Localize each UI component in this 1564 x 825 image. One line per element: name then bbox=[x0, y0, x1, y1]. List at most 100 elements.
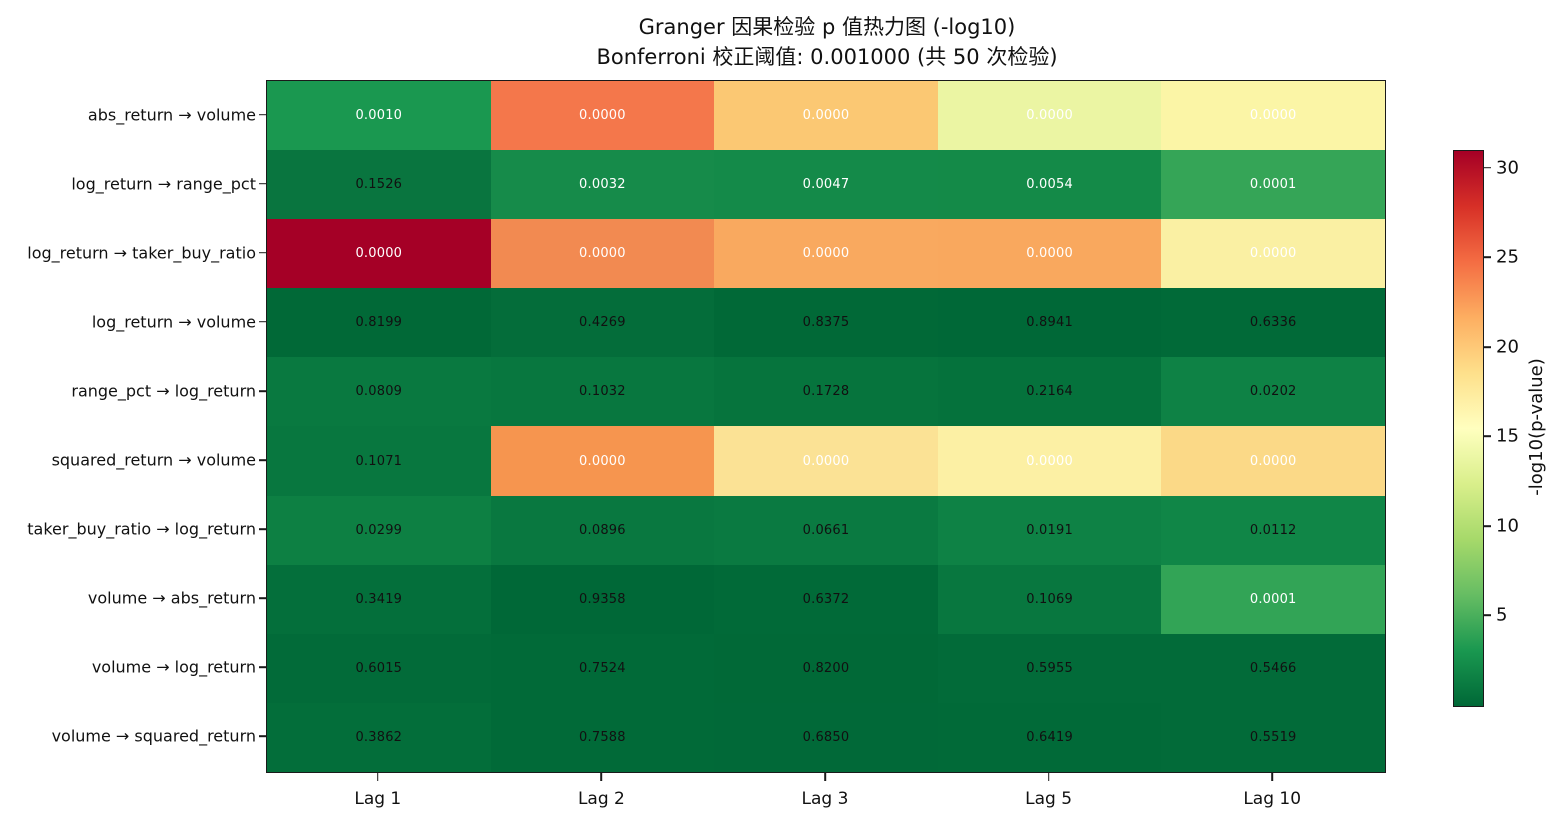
y-axis-tick bbox=[259, 251, 267, 254]
y-axis-label: range_pct → log_return bbox=[71, 381, 256, 401]
heatmap-cell: 0.0032 bbox=[490, 150, 715, 220]
chart-title: Granger 因果检验 p 值热力图 (-log10) Bonferroni … bbox=[268, 12, 1386, 72]
colorbar-tick-label: 15 bbox=[1496, 425, 1519, 447]
heatmap-cell: 0.1071 bbox=[267, 426, 491, 496]
x-axis-label: Lag 3 bbox=[801, 789, 849, 809]
heatmap-cell: 0.4269 bbox=[490, 288, 715, 358]
y-axis-tick bbox=[259, 666, 267, 669]
y-axis-label: squared_return → volume bbox=[51, 450, 256, 470]
y-axis-tick bbox=[259, 113, 267, 116]
colorbar-tick-label: 20 bbox=[1496, 336, 1519, 358]
heatmap-cell: 0.0000 bbox=[490, 219, 715, 289]
x-axis-label: Lag 2 bbox=[577, 789, 625, 809]
heatmap-cell: 0.0000 bbox=[1161, 426, 1385, 496]
x-axis-tick bbox=[824, 772, 826, 781]
heatmap-cell: 0.0202 bbox=[1161, 357, 1385, 427]
heatmap-cell: 0.0299 bbox=[267, 495, 491, 565]
heatmap-cell: 0.0000 bbox=[937, 81, 1162, 151]
colorbar-axis-label: -log10(p-value) bbox=[1526, 358, 1547, 496]
x-axis-tick bbox=[1047, 772, 1050, 781]
colorbar-tick bbox=[1483, 256, 1491, 259]
heatmap-cell: 0.0000 bbox=[714, 81, 938, 151]
heatmap-cell: 0.8941 bbox=[937, 288, 1162, 358]
heatmap-cell: 0.0000 bbox=[714, 426, 938, 496]
heatmap-cell: 0.0054 bbox=[937, 150, 1162, 220]
y-axis-tick bbox=[259, 182, 267, 185]
heatmap-cell: 0.0047 bbox=[714, 150, 938, 220]
heatmap-cell: 0.5466 bbox=[1161, 633, 1385, 703]
heatmap-cell: 0.0661 bbox=[714, 495, 938, 565]
x-axis-label: Lag 1 bbox=[354, 789, 402, 809]
y-axis-tick bbox=[259, 321, 267, 323]
heatmap-cell: 0.0000 bbox=[490, 81, 715, 151]
y-axis-label: volume → squared_return bbox=[51, 726, 256, 746]
y-axis-tick bbox=[259, 735, 267, 738]
colorbar-tick-label: 25 bbox=[1496, 246, 1519, 268]
colorbar-tick-label: 30 bbox=[1496, 157, 1519, 179]
y-axis-label: log_return → range_pct bbox=[71, 174, 256, 194]
colorbar bbox=[1453, 150, 1484, 707]
x-axis-tick bbox=[600, 772, 603, 781]
colorbar-tick bbox=[1483, 614, 1491, 617]
y-axis-label: log_return → taker_buy_ratio bbox=[27, 243, 256, 263]
y-axis-label: volume → log_return bbox=[91, 657, 256, 677]
heatmap-cell: 0.0001 bbox=[1161, 150, 1385, 220]
heatmap-cell: 0.0112 bbox=[1161, 495, 1385, 565]
heatmap-cell: 0.0809 bbox=[267, 357, 491, 427]
heatmap-cell: 0.8199 bbox=[267, 288, 491, 358]
heatmap-cell: 0.0000 bbox=[267, 219, 491, 289]
heatmap-cell: 0.1069 bbox=[937, 564, 1162, 634]
heatmap-cell: 0.0000 bbox=[937, 426, 1162, 496]
y-axis-tick bbox=[259, 597, 267, 600]
heatmap-cell: 0.0001 bbox=[1161, 564, 1385, 634]
y-axis-label: log_return → volume bbox=[91, 312, 256, 332]
x-axis-label: Lag 5 bbox=[1025, 789, 1073, 809]
heatmap-cell: 0.1526 bbox=[267, 150, 491, 220]
heatmap-cell: 0.0010 bbox=[267, 81, 491, 151]
heatmap-cell: 0.0000 bbox=[714, 219, 938, 289]
heatmap-cell: 0.0000 bbox=[1161, 219, 1385, 289]
y-axis-label: abs_return → volume bbox=[87, 105, 256, 125]
y-axis-label: taker_buy_ratio → log_return bbox=[27, 519, 256, 539]
heatmap-cell: 0.5519 bbox=[1161, 702, 1385, 772]
heatmap-cell: 0.6419 bbox=[937, 702, 1162, 772]
heatmap-cell: 0.2164 bbox=[937, 357, 1162, 427]
heatmap-cell: 0.8375 bbox=[714, 288, 938, 358]
heatmap-cell: 0.8200 bbox=[714, 633, 938, 703]
colorbar-tick bbox=[1483, 167, 1491, 169]
colorbar-tick bbox=[1483, 435, 1491, 438]
heatmap-cell: 0.0000 bbox=[490, 426, 715, 496]
heatmap-cell: 0.6850 bbox=[714, 702, 938, 772]
heatmap-cell: 0.6015 bbox=[267, 633, 491, 703]
x-axis-tick bbox=[377, 772, 379, 781]
colorbar-tick-label: 10 bbox=[1496, 515, 1519, 537]
colorbar-tick-label: 5 bbox=[1496, 604, 1508, 626]
heatmap-cell: 0.9358 bbox=[490, 564, 715, 634]
heatmap-cell: 0.0896 bbox=[490, 495, 715, 565]
heatmap-cell: 0.0191 bbox=[937, 495, 1162, 565]
colorbar-tick bbox=[1483, 525, 1491, 527]
chart-title-line1: Granger 因果检验 p 值热力图 (-log10) bbox=[638, 15, 1016, 39]
heatmap-cell: 0.3419 bbox=[267, 564, 491, 634]
x-axis-tick bbox=[1271, 772, 1273, 781]
y-axis-label: volume → abs_return bbox=[87, 588, 256, 608]
chart-title-line2: Bonferroni 校正阈值: 0.001000 (共 50 次检验) bbox=[596, 45, 1058, 69]
heatmap-cell: 0.7588 bbox=[490, 702, 715, 772]
heatmap-cell: 0.1032 bbox=[490, 357, 715, 427]
heatmap-grid: 0.0010 0.0000 0.0000 0.0000 0.0000 0.1526 0.00… bbox=[266, 80, 1386, 773]
heatmap-cell: 0.3862 bbox=[267, 702, 491, 772]
heatmap-cell: 0.1728 bbox=[714, 357, 938, 427]
colorbar-tick bbox=[1483, 346, 1491, 348]
heatmap-cell: 0.5955 bbox=[937, 633, 1162, 703]
y-axis-tick bbox=[259, 528, 267, 530]
heatmap-cell: 0.0000 bbox=[937, 219, 1162, 289]
colorbar-gradient bbox=[1454, 151, 1483, 706]
heatmap-cell: 0.6336 bbox=[1161, 288, 1385, 358]
y-axis-tick bbox=[259, 390, 267, 392]
heatmap-cell: 0.7524 bbox=[490, 633, 715, 703]
heatmap-cell: 0.0000 bbox=[1161, 81, 1385, 151]
x-axis-label: Lag 10 bbox=[1243, 789, 1302, 809]
heatmap-cell: 0.6372 bbox=[714, 564, 938, 634]
y-axis-tick bbox=[259, 459, 267, 461]
